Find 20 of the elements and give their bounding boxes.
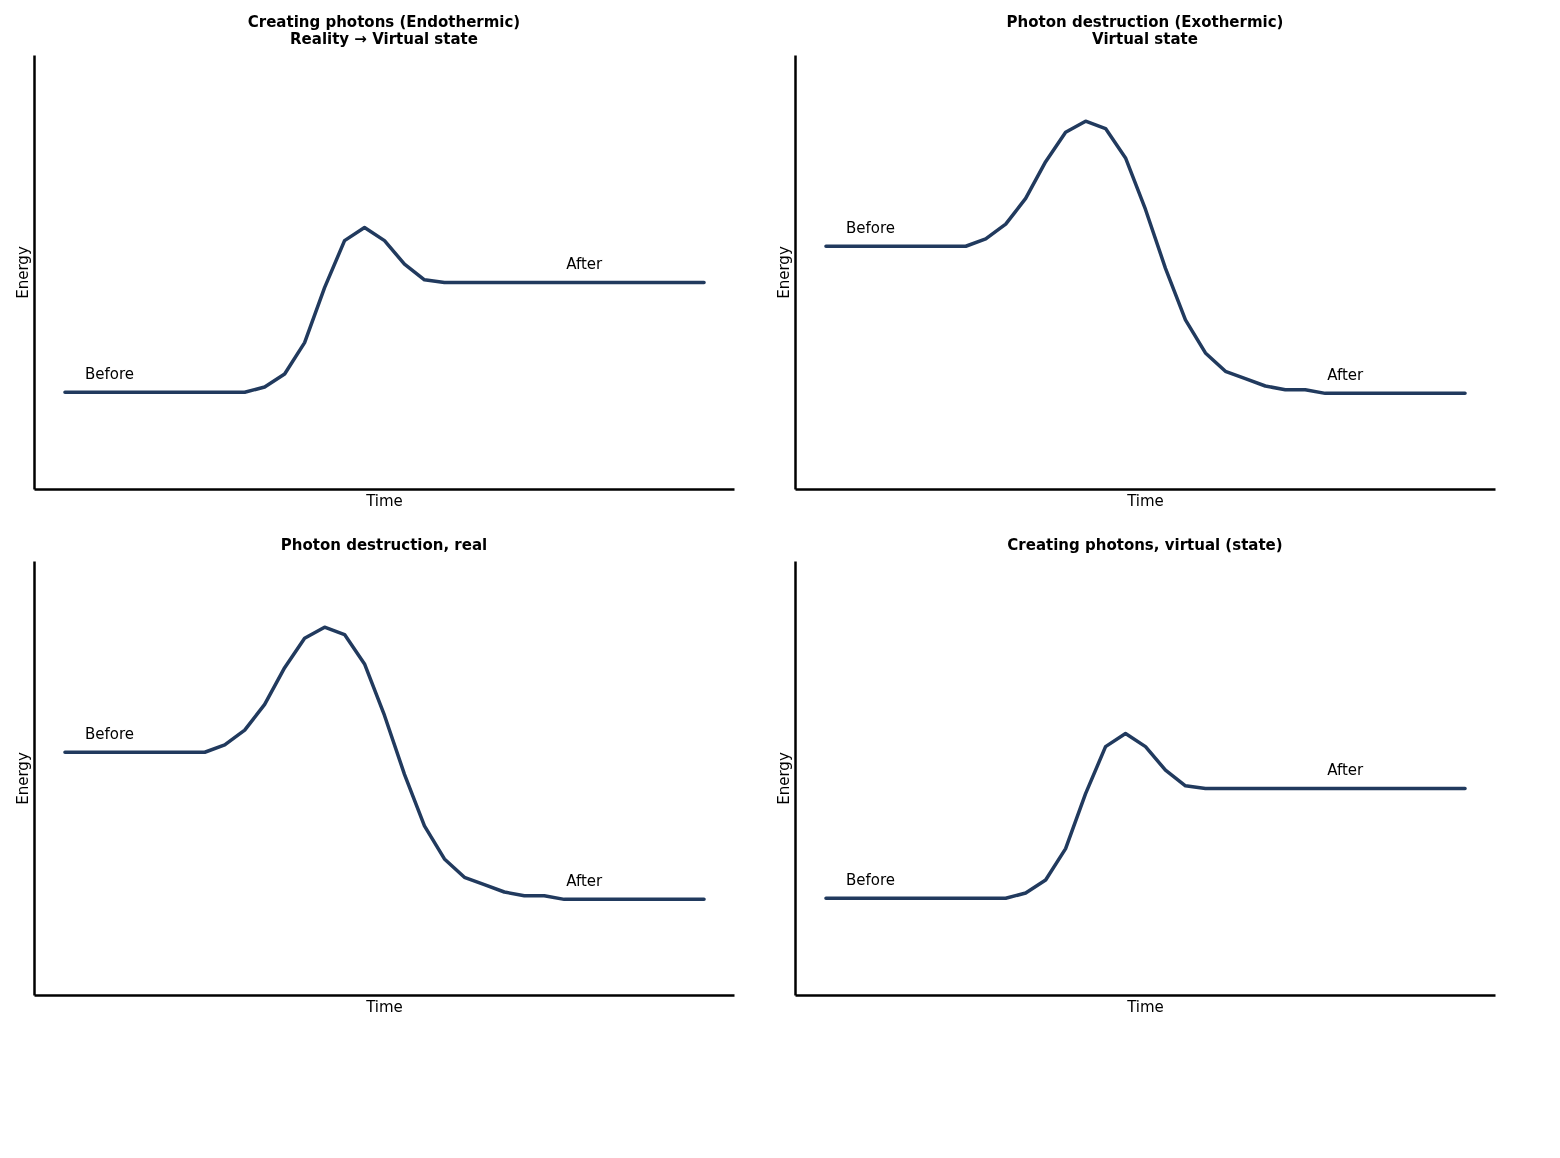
chart-title: Photon destruction, real — [280, 536, 488, 554]
y-axis-title: Energy — [13, 246, 32, 299]
y-axis-title: Energy — [13, 752, 32, 805]
chart-title: Creating photons, virtual (state) — [1007, 536, 1283, 554]
annotation: After — [1327, 366, 1365, 385]
annotation: After — [566, 872, 604, 891]
annotation: Before — [845, 871, 895, 890]
annotation: Before — [845, 219, 895, 238]
annotation: After — [566, 255, 604, 274]
annotation: After — [1327, 761, 1365, 780]
chart-title: Photon destruction (Exothermic) Virtual state — [1006, 13, 1284, 48]
annotation: Before — [84, 365, 134, 384]
x-axis-title: Time — [365, 491, 403, 510]
x-axis-title: Time — [1126, 997, 1164, 1016]
y-axis-title: Energy — [774, 752, 793, 805]
x-axis-title: Time — [365, 997, 403, 1016]
annotation: Before — [84, 725, 134, 744]
y-axis-title: Energy — [774, 246, 793, 299]
chart-title: Creating photons (Endothermic) Reality → Virtual state — [247, 13, 521, 48]
x-axis-title: Time — [1126, 491, 1164, 510]
